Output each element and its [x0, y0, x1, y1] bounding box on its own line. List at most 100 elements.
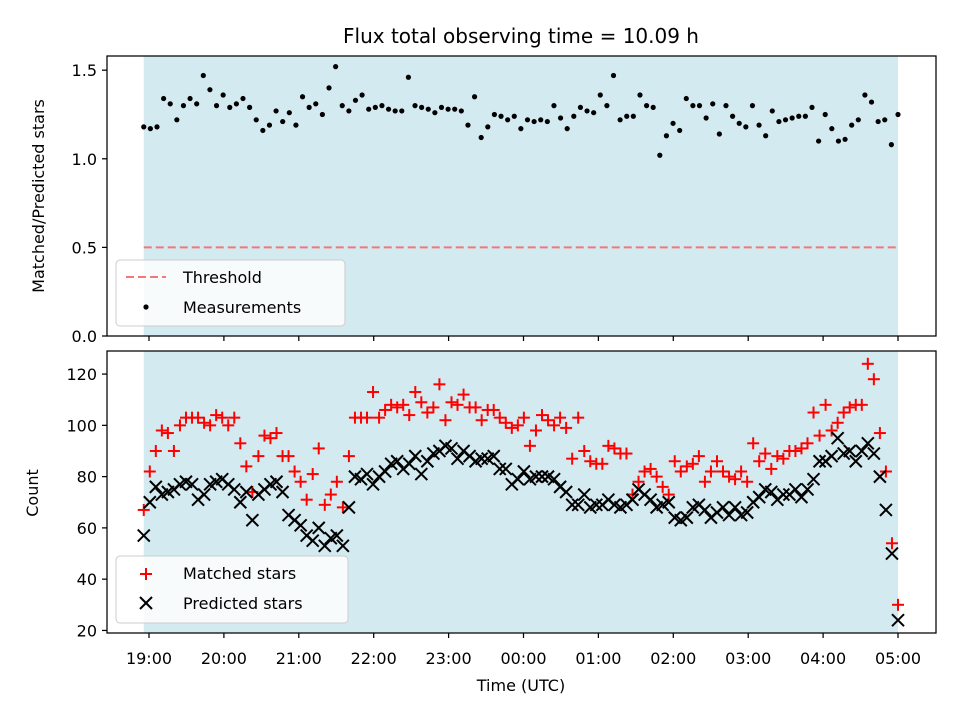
- measurement-point: [491, 111, 498, 118]
- measurement-point: [895, 111, 901, 118]
- predicted-star-point: [293, 518, 308, 533]
- measurement-point: [518, 126, 524, 132]
- measurement-point: [485, 124, 491, 130]
- predicted-star-point: [336, 539, 350, 553]
- measurement-point: [875, 118, 881, 125]
- predicted-star-point: [474, 451, 489, 466]
- predicted-star-point: [143, 495, 157, 509]
- matched-star-point: [873, 427, 886, 440]
- measurement-point: [842, 136, 848, 142]
- predicted-star-point: [390, 454, 404, 468]
- bottom-x-ticks: 19:00 20:00 21:00 22:00 23:00 00:00 01:00 02:00…: [126, 633, 921, 668]
- matched-star-point: [741, 475, 754, 488]
- measurement-point: [458, 108, 464, 114]
- matched-star-point: [469, 401, 482, 414]
- matched-star-point: [499, 416, 512, 429]
- top-y-axis-label: Matched/Predicted stars: [29, 99, 48, 293]
- predicted-star-point: [885, 546, 899, 561]
- matched-star-point: [517, 411, 530, 424]
- ratio-panel: Flux total observing time = 10.09 h 0.00…: [29, 24, 937, 346]
- predicted-star-point: [728, 500, 742, 515]
- matched-star-point: [674, 465, 687, 478]
- matched-star-point: [819, 398, 832, 411]
- matched-star-point: [149, 444, 162, 457]
- measurement-point: [266, 122, 273, 128]
- matched-star-point: [330, 475, 343, 488]
- measurement-point: [511, 113, 517, 119]
- measurement-point: [663, 133, 670, 139]
- matched-star-point: [596, 457, 609, 470]
- measurement-point: [432, 110, 438, 116]
- matched-star-point: [336, 501, 349, 514]
- matched-star-point: [542, 414, 555, 427]
- predicted-star-point: [764, 485, 778, 499]
- top-x-ticks: [148, 336, 899, 341]
- measurement-point: [167, 101, 173, 107]
- measurement-point: [233, 101, 239, 107]
- measurement-point: [591, 110, 597, 116]
- chart-title: Flux total observing time = 10.09 h: [343, 24, 699, 48]
- measurement-point: [187, 95, 193, 102]
- matched-star-point: [439, 414, 452, 427]
- measurement-point: [544, 118, 550, 125]
- measurement-point: [319, 111, 325, 118]
- x-tick-label: 20:00: [201, 649, 247, 668]
- measurement-point: [677, 127, 683, 134]
- measurement-point: [763, 133, 769, 139]
- measurement-point: [729, 113, 736, 119]
- matched-star-point: [210, 409, 223, 422]
- measurement-point: [849, 122, 855, 128]
- bottom-legend: Matched stars Predicted stars: [115, 555, 349, 624]
- matched-star-point: [228, 411, 241, 424]
- measurement-point: [385, 106, 392, 112]
- x-tick-label: 23:00: [426, 649, 472, 668]
- measurement-point: [326, 85, 332, 91]
- matched-star-point: [421, 406, 434, 419]
- matched-star-point: [385, 398, 398, 411]
- matched-star-point: [373, 411, 386, 424]
- matched-star-point: [632, 475, 645, 488]
- matched-star-point: [608, 442, 621, 455]
- predicted-star-point: [342, 500, 356, 515]
- matched-star-point: [837, 406, 850, 419]
- predicted-star-point: [378, 464, 392, 479]
- measurement-point: [359, 92, 365, 98]
- predicted-star-point: [444, 441, 459, 456]
- matched-star-point: [710, 455, 723, 468]
- measurement-point: [392, 108, 398, 114]
- y-tick-label: 60: [77, 519, 97, 538]
- matched-star-point: [535, 409, 548, 422]
- matched-star-point: [264, 432, 277, 445]
- matched-star-point: [644, 462, 657, 475]
- measurement-point: [604, 103, 610, 109]
- matched-star-point: [813, 429, 826, 442]
- measurement-point: [696, 103, 703, 109]
- measurement-points: [141, 64, 901, 158]
- matched-star-point: [753, 455, 766, 468]
- predicted-star-point: [306, 534, 320, 548]
- y-tick-label: 0.5: [72, 238, 97, 257]
- predicted-star-point: [239, 485, 254, 499]
- matched-star-point: [529, 424, 542, 437]
- predicted-star-point: [800, 482, 815, 497]
- measurement-point: [299, 94, 306, 100]
- measurement-point: [610, 72, 617, 79]
- y-tick-label: 1.5: [72, 61, 97, 80]
- matched-star-point: [578, 444, 591, 457]
- predicted-star-point: [722, 508, 736, 522]
- predicted-star-point: [577, 487, 591, 502]
- predicted-star-point: [420, 454, 435, 468]
- predicted-star-point: [269, 475, 284, 489]
- x-axis-label: Time (UTC): [476, 676, 565, 695]
- predicted-star-point: [402, 457, 416, 471]
- predicted-star-point: [849, 454, 863, 468]
- predicted-star-point: [559, 485, 573, 499]
- measurement-point: [551, 103, 557, 109]
- matched-star-point: [680, 460, 693, 473]
- predicted-star-point: [197, 487, 211, 502]
- predicted-star-point: [740, 505, 754, 520]
- measurement-point: [855, 117, 861, 123]
- measurement-point: [584, 108, 590, 114]
- matched-star-point: [240, 460, 253, 473]
- matched-star-point: [204, 419, 217, 432]
